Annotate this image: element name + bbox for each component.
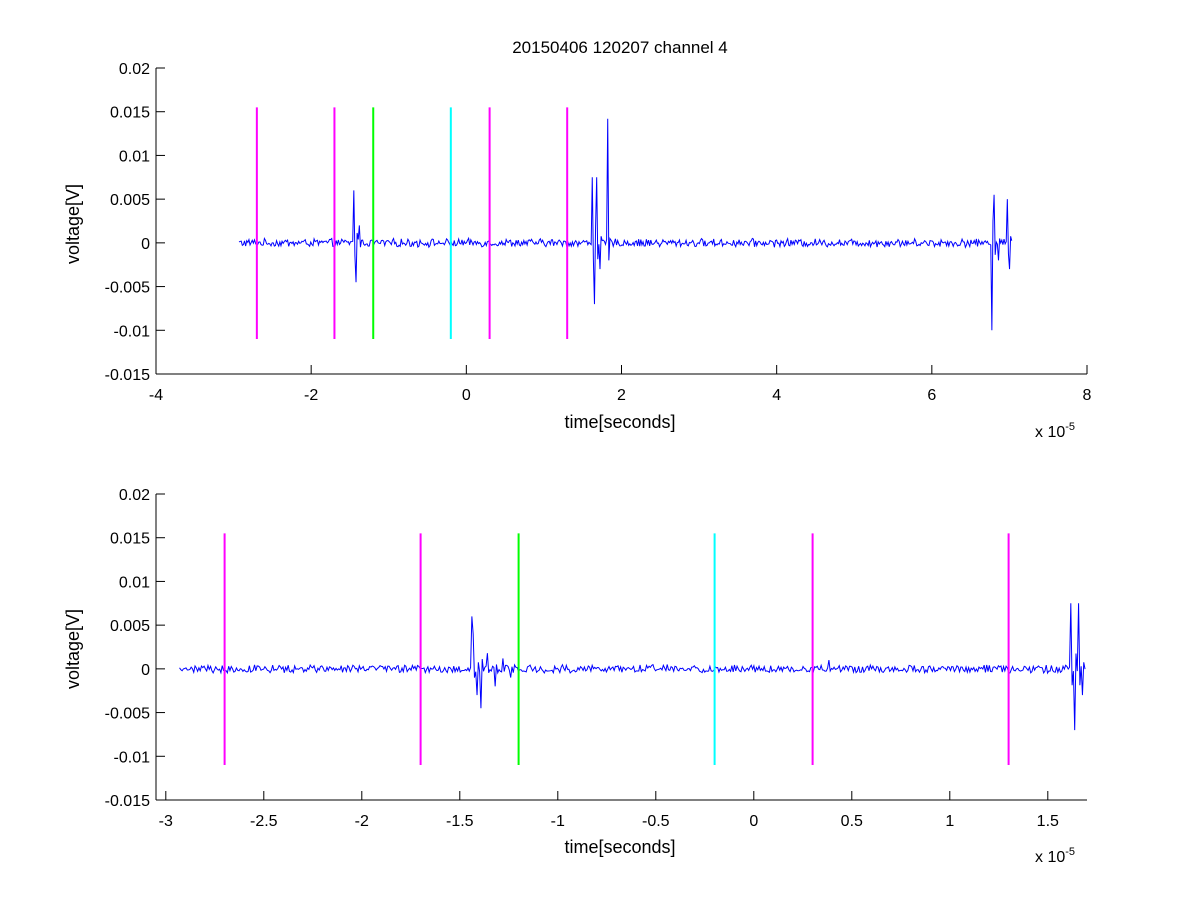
y-tick-label: 0.005: [110, 618, 150, 635]
x-tick-label: 6: [927, 387, 936, 404]
y-tick-label: -0.015: [105, 793, 150, 810]
x-tick-label: -0.5: [642, 813, 670, 830]
x-tick-label: 0: [462, 387, 471, 404]
top-axes: 20150406 120207 channel 4 time[seconds] …: [63, 38, 1092, 441]
y-tick-label: 0.02: [119, 61, 150, 78]
x-tick-label: 2: [617, 387, 626, 404]
x-tick-label: -2: [304, 387, 318, 404]
x-axis-multiplier-exponent: -5: [1065, 421, 1075, 433]
bottom-axes: time[seconds] voltage[V] x 10-5 -0.015 -0…: [63, 487, 1087, 866]
x-tick-label: -3: [159, 813, 173, 830]
x-tick-label: 1: [945, 813, 954, 830]
y-axis-label: voltage[V]: [63, 609, 83, 689]
x-tick-label: -4: [149, 387, 163, 404]
x-axis-multiplier-exponent: -5: [1065, 846, 1075, 858]
y-tick-label: 0.01: [119, 574, 150, 591]
x-tick-label: -2: [355, 813, 369, 830]
x-axis-multiplier: x 10-5: [1035, 846, 1075, 866]
x-tick-label: 8: [1083, 387, 1092, 404]
y-tick-label: 0.005: [110, 192, 150, 209]
x-axis-multiplier-base: x 10: [1035, 424, 1065, 441]
chart-title: 20150406 120207 channel 4: [512, 38, 728, 57]
x-axis-label: time[seconds]: [564, 837, 675, 857]
y-tick-label: 0: [141, 662, 150, 679]
y-tick-label: -0.005: [105, 706, 150, 723]
y-tick-label: 0: [141, 236, 150, 253]
x-tick-label: -1.5: [446, 813, 474, 830]
x-axis-multiplier: x 10-5: [1035, 421, 1075, 441]
y-tick-label: 0.02: [119, 487, 150, 504]
x-tick-label: 0: [749, 813, 758, 830]
y-tick-label: -0.015: [105, 367, 150, 384]
x-tick-label: 4: [772, 387, 781, 404]
x-axis-label: time[seconds]: [564, 412, 675, 432]
signal-trace: [238, 118, 1013, 331]
x-tick-label: -2.5: [250, 813, 278, 830]
y-tick-label: -0.01: [114, 323, 151, 340]
y-axis-label: voltage[V]: [63, 184, 83, 264]
y-tick-label: -0.005: [105, 280, 150, 297]
x-axis-multiplier-base: x 10: [1035, 849, 1065, 866]
signal-trace: [179, 603, 1086, 731]
x-tick-label: -1: [551, 813, 565, 830]
y-tick-label: -0.01: [114, 749, 151, 766]
y-tick-label: 0.01: [119, 148, 150, 165]
y-tick-label: 0.015: [110, 105, 150, 122]
x-tick-label: 0.5: [841, 813, 863, 830]
y-tick-label: 0.015: [110, 531, 150, 548]
x-tick-label: 1.5: [1037, 813, 1059, 830]
